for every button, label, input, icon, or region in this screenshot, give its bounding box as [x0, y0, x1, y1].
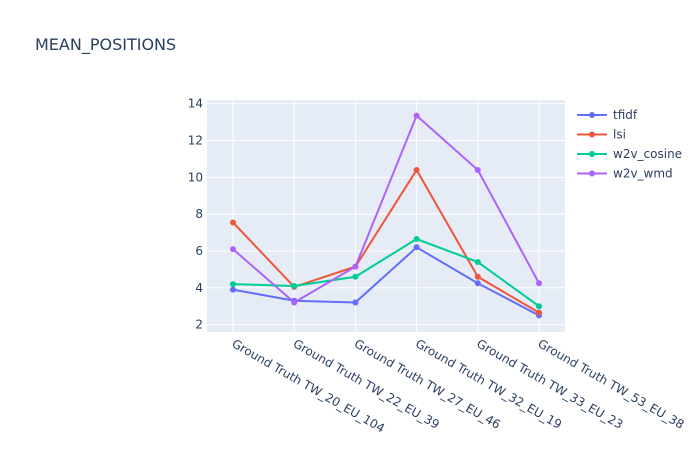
legend-marker-swatch: [589, 131, 595, 138]
data-point-w2v_cosine: [352, 273, 359, 280]
y-axis-ticks: 2 4 6 8 10 12 14: [188, 97, 203, 332]
series-line-w2v_wmd: [232, 113, 540, 304]
legend-label: w2v_wmd: [613, 167, 673, 181]
y-tick-label: 2: [195, 318, 203, 332]
y-tick-label: 12: [188, 134, 203, 148]
data-point-lsi: [230, 219, 236, 226]
series-line-tfidf: [232, 246, 540, 317]
data-point-lsi: [536, 309, 542, 316]
data-point-w2v_cosine: [536, 303, 542, 310]
legend-item-w2v_cosine[interactable]: w2v_cosine: [577, 147, 682, 161]
data-point-w2v_wmd: [230, 246, 236, 253]
legend-item-w2v_wmd[interactable]: w2v_wmd: [577, 167, 673, 181]
legend-label: w2v_cosine: [613, 147, 682, 161]
data-point-tfidf: [352, 299, 359, 306]
legend-label: lsi: [613, 128, 626, 142]
data-point-w2v_cosine: [291, 282, 298, 289]
data-point-w2v_cosine: [413, 236, 420, 243]
data-point-w2v_cosine: [474, 259, 481, 266]
y-tick-label: 14: [188, 97, 203, 111]
y-tick-label: 8: [195, 207, 203, 221]
legend[interactable]: tfidf lsi w2v_cosine w2v_wmd: [577, 108, 682, 181]
data-point-tfidf: [474, 280, 481, 287]
data-point-tfidf: [413, 244, 420, 251]
data-point-w2v_wmd: [291, 299, 298, 306]
y-tick-label: 10: [188, 170, 203, 184]
data-point-lsi: [474, 273, 481, 280]
series-markers: [230, 112, 542, 319]
data-point-w2v_wmd: [474, 166, 481, 173]
legend-marker-swatch: [589, 112, 595, 118]
legend-marker-swatch: [589, 151, 595, 157]
gridlines: [207, 100, 565, 332]
series-line-lsi: [232, 168, 540, 314]
chart-title: MEAN_POSITIONS: [35, 35, 176, 55]
legend-item-tfidf[interactable]: tfidf: [577, 108, 638, 122]
legend-marker-swatch: [589, 170, 595, 177]
y-tick-label: 4: [195, 281, 203, 295]
data-point-w2v_wmd: [352, 263, 359, 270]
legend-label: tfidf: [613, 108, 638, 122]
data-point-tfidf: [230, 286, 236, 293]
data-point-w2v_wmd: [536, 280, 542, 287]
series-line-w2v_cosine: [232, 237, 540, 308]
data-point-lsi: [413, 166, 420, 173]
y-tick-label: 6: [195, 244, 203, 258]
data-point-w2v_wmd: [413, 112, 420, 119]
series-lines: [232, 113, 540, 317]
legend-item-lsi[interactable]: lsi: [577, 128, 626, 142]
data-point-w2v_cosine: [230, 281, 236, 288]
